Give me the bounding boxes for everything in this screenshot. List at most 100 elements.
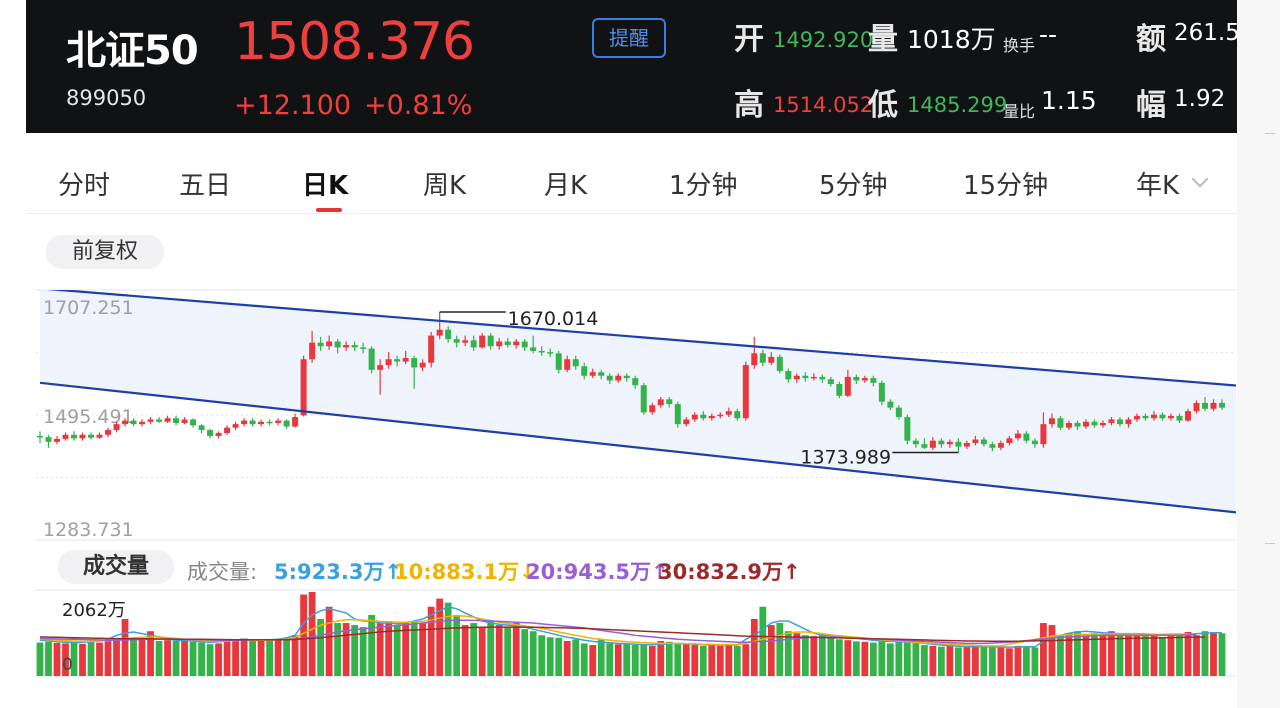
tab-monthly-k[interactable]: 月K [544,171,588,201]
volume-bar [427,606,435,676]
volume-bar [385,621,393,676]
candle-body [1040,424,1047,445]
volume-indicator-button[interactable]: 成交量 [58,550,174,584]
candle-body [71,434,78,439]
amount-value: 261.5 [1174,20,1237,46]
tab-weekly-k[interactable]: 周K [423,171,467,201]
tab-intraday[interactable]: 分时 [58,171,111,201]
candle-body [181,419,188,423]
candle-body [300,359,307,416]
volume-bar [1108,631,1115,676]
volume-bar [844,640,852,676]
tab-yearly-k[interactable]: 年K [1136,171,1180,201]
adjust-mode-button[interactable]: 前复权 [46,235,164,269]
candle-body [921,444,928,448]
candle-body [1210,402,1217,409]
candle-body [572,359,579,367]
volume-bar [172,640,180,676]
y-tick-label: 1495.491 [43,406,134,428]
candle-body [215,432,222,436]
candle-body [224,427,231,433]
index-name: 北证50 [66,28,199,74]
candle-body [1057,418,1064,428]
candle-body [96,434,103,438]
candle-body [1184,411,1191,421]
candle-body [122,420,129,425]
candle-body [1074,422,1081,427]
price-change: +12.100 [234,90,352,121]
right-scroll-rail[interactable] [1237,0,1280,708]
tab-1-minute[interactable]: 1分钟 [669,171,738,201]
volume-bar [835,639,843,676]
candle-body [62,434,69,439]
rail-divider [1265,133,1275,134]
candle-body [79,434,86,439]
volume-bar [708,644,716,676]
candle-body [751,353,758,366]
candle-body [776,356,783,372]
volume-bar [699,645,707,676]
y-tick-label: 1707.251 [43,297,134,319]
volume-bar [53,643,61,676]
alert-button[interactable]: 提醒 [592,18,666,58]
volume-bar [1040,623,1047,676]
volume-bar [45,641,52,676]
quote-header: 北证50 899050 1508.376 +12.100 +0.81% 提醒 开… [26,0,1237,133]
tab-daily-k[interactable]: 日K [302,171,349,201]
volume-bar [538,635,546,676]
volume-bar [155,640,163,676]
candle-body [649,405,656,413]
volume-bar [130,637,137,676]
ma30-legend: 30:832.9万↑ [658,560,801,584]
volume-bar [104,640,112,676]
volume-bar [546,637,554,676]
volume-bar [589,645,597,676]
candle-body [666,399,673,405]
candle-body [419,362,426,368]
amplitude-label: 幅 [1136,88,1166,123]
volume-bar [419,623,427,676]
volume-bar [614,644,622,676]
tab-15-minute[interactable]: 15分钟 [963,171,1049,201]
volume-bar [784,631,792,676]
tab-five-day[interactable]: 五日 [179,171,232,201]
channel-lower-line [39,381,1236,514]
candle-body [487,335,494,347]
candle-body [445,329,452,340]
volume-bar [512,623,520,676]
volume-bar [963,646,971,676]
low-value: 1485.299 [907,93,1008,117]
volume-bar [62,643,69,676]
volume-bar [147,631,154,676]
volume-bar [725,645,733,676]
volume-label: 量 [868,22,898,57]
candle-body [156,419,163,422]
candle-body [691,414,698,420]
volume-bar [1142,636,1149,676]
candle-body [657,399,664,406]
tab-5-minute[interactable]: 5分钟 [819,171,888,201]
candle-body [37,435,43,438]
candle-body [836,384,843,396]
candle-body [734,411,741,419]
candle-body [130,420,137,425]
volume-bar [1006,648,1013,676]
candle-body [402,358,409,362]
open-value: 1492.920 [773,28,874,52]
volume-bar [521,629,529,676]
volume-bar [1048,625,1056,676]
volume-bar [1218,633,1226,676]
volume-bar [1091,633,1098,676]
volume-bar [351,625,359,676]
volume-bar [359,627,367,676]
candle-body [1167,415,1174,419]
turnover-value: -- [1039,20,1058,49]
volume-bar [283,637,291,676]
volume-bar [1176,633,1183,676]
volume-bar [733,645,741,676]
candle-body [963,443,970,447]
candle-body [674,404,681,425]
volume-bar [368,614,376,676]
volume-bar [682,644,690,676]
